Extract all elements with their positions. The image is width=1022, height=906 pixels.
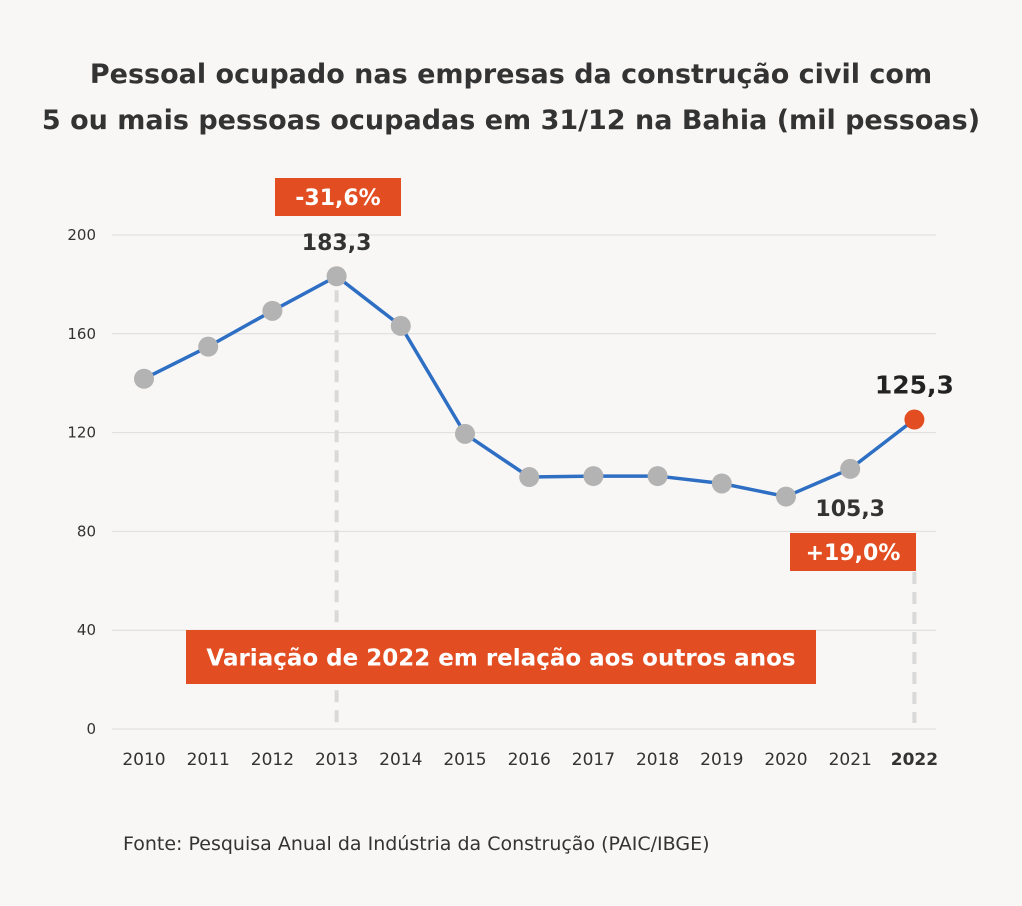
series-line <box>142 274 917 499</box>
title-line-1: Pessoal ocupado nas empresas da construç… <box>89 59 933 90</box>
x-tick-label: 2014 <box>379 750 422 770</box>
x-tick-label: 2010 <box>122 750 165 770</box>
x-tick-label: 2011 <box>187 750 230 770</box>
data-label-2022: 125,3 <box>875 371 954 400</box>
x-tick-label: 2015 <box>443 750 486 770</box>
x-tick-label: 2013 <box>315 750 358 770</box>
banner-variation-box <box>186 630 816 684</box>
data-point <box>647 466 668 487</box>
source-note: Fonte: Pesquisa Anual da Indústria da Co… <box>123 833 710 855</box>
highlight-point <box>904 409 925 430</box>
banner-variation-text: Variação de 2022 em relação aos outros a… <box>206 645 795 671</box>
y-tick-label: 0 <box>86 720 96 738</box>
x-tick-label: 2017 <box>572 750 615 770</box>
data-label-2021: 105,3 <box>815 497 885 522</box>
y-tick-label: 40 <box>77 621 96 639</box>
data-point <box>390 315 411 336</box>
data-point <box>134 368 154 389</box>
y-tick-label: 80 <box>77 522 96 540</box>
data-point <box>262 300 283 321</box>
y-tick-label: 160 <box>67 325 96 343</box>
y-tick-label: 200 <box>67 226 96 244</box>
y-tick-label: 120 <box>67 424 96 442</box>
badge-change-2013-box <box>275 178 401 216</box>
data-point <box>840 458 861 479</box>
data-point <box>455 423 475 444</box>
data-point <box>776 486 796 507</box>
badge-change-2021-text: +19,0% <box>806 541 901 566</box>
x-tick-label: 2018 <box>636 750 679 770</box>
data-point <box>711 473 732 494</box>
x-tick-label: 2021 <box>829 750 872 770</box>
x-tick-label: 2019 <box>700 750 743 770</box>
data-point <box>519 467 540 488</box>
data-point <box>198 336 219 357</box>
data-point <box>326 266 347 287</box>
title-line-2: 5 ou mais pessoas ocupadas em 31/12 na B… <box>41 105 981 136</box>
x-tick-label: 2016 <box>508 750 551 770</box>
data-point <box>583 466 604 487</box>
data-label-2013: 183,3 <box>302 231 372 256</box>
x-tick-label: 2022 <box>891 750 938 770</box>
x-tick-label: 2020 <box>764 750 807 770</box>
badge-change-2021-box <box>790 533 916 571</box>
x-tick-label: 2012 <box>251 750 294 770</box>
chart-title: Pessoal ocupado nas empresas da construç… <box>0 52 1022 144</box>
badge-change-2013-text: -31,6% <box>295 186 380 211</box>
